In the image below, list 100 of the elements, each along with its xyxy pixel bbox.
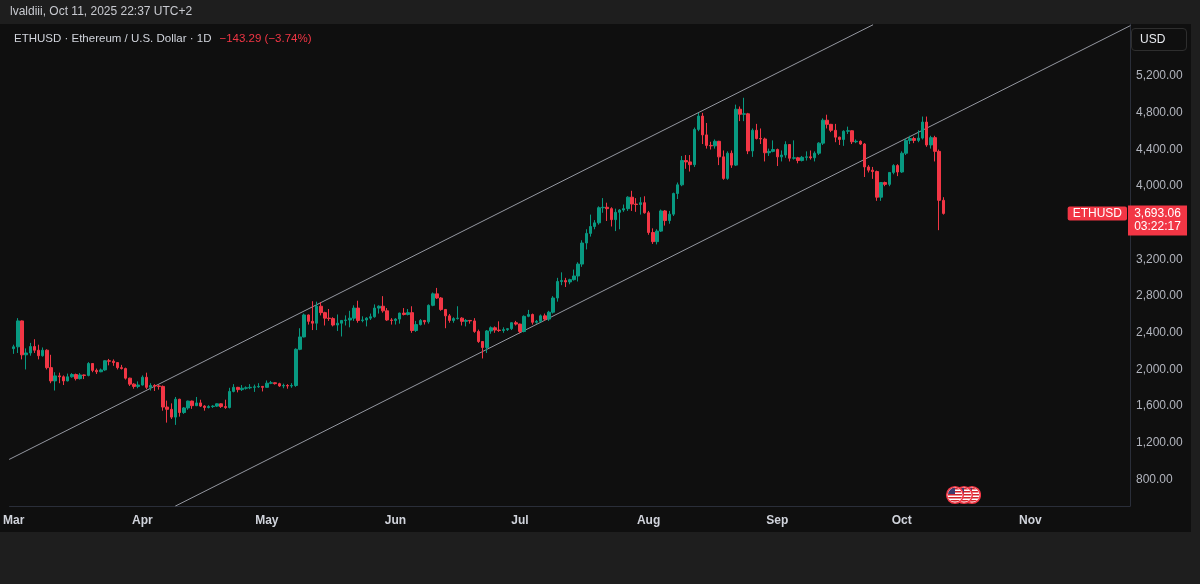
- candlestick: [219, 402, 223, 409]
- candlestick: [734, 104, 738, 167]
- candlestick: [464, 318, 468, 327]
- candlestick: [20, 319, 24, 360]
- candlestick: [497, 320, 501, 333]
- candlestick: [153, 383, 157, 392]
- candlestick: [912, 136, 916, 144]
- candlestick: [742, 97, 746, 122]
- candlestick: [684, 154, 688, 170]
- x-tick-label: May: [255, 513, 279, 527]
- candlestick: [265, 379, 269, 389]
- candlestick: [132, 382, 136, 390]
- candlestick: [854, 138, 858, 144]
- y-tick-label: 1,200.00: [1136, 434, 1184, 449]
- candlestick: [269, 380, 273, 385]
- candlestick: [448, 313, 451, 324]
- candlestick: [630, 190, 634, 212]
- candlestick: [58, 372, 61, 384]
- candlestick: [215, 402, 219, 408]
- text: 3,693.06: [1134, 206, 1182, 221]
- candlestick: [414, 320, 418, 333]
- y-tick-label: 2,000.00: [1136, 361, 1184, 376]
- candlestick: [406, 308, 410, 316]
- candlestick: [41, 346, 44, 358]
- candlestick: [713, 138, 717, 150]
- candlestick: [539, 313, 542, 323]
- y-tick-label: 2,400.00: [1136, 324, 1184, 339]
- x-tick-label: Sep: [766, 513, 789, 527]
- candlestick: [423, 319, 426, 326]
- candlestick: [485, 329, 489, 354]
- candlestick: [626, 195, 630, 212]
- candlestick: [771, 139, 775, 153]
- text: lvaldiii, Oct 11, 2025 22:37 UTC+2: [10, 3, 193, 19]
- candlestick: [178, 398, 181, 418]
- candlestick: [929, 135, 933, 150]
- candlestick: [149, 382, 152, 392]
- candlestick: [203, 404, 206, 412]
- candlestick: [921, 116, 924, 140]
- candlestick: [257, 382, 260, 389]
- y-tick-label: 3,200.00: [1136, 251, 1184, 266]
- candlestick: [510, 321, 513, 331]
- candlestick: [726, 150, 729, 181]
- candlestick: [825, 114, 829, 129]
- candlestick: [103, 359, 107, 372]
- candlestick: [788, 143, 791, 162]
- x-tick-label: Mar: [3, 513, 25, 527]
- candlestick: [145, 372, 148, 390]
- x-tick-label: Jun: [384, 513, 407, 527]
- candlestick: [174, 396, 177, 426]
- candlestick: [311, 300, 314, 331]
- candlestick: [792, 139, 796, 161]
- text: ETHUSD · Ethereum / U.S. Dollar · 1D: [14, 32, 212, 44]
- candlestick: [78, 372, 82, 381]
- candlestick: [564, 277, 567, 288]
- text: −143.29 (−3.74%): [219, 32, 312, 44]
- candlestick: [402, 307, 406, 316]
- candlestick: [16, 317, 20, 354]
- candlestick: [518, 323, 522, 334]
- candlestick: [282, 383, 285, 389]
- candlestick: [398, 312, 401, 325]
- candlestick: [286, 383, 289, 390]
- candlestick: [248, 383, 252, 390]
- candlestick: [639, 196, 642, 216]
- x-tick-label: Aug: [636, 513, 661, 527]
- candlestick: [746, 112, 750, 155]
- candlestick: [850, 129, 854, 145]
- candlestick: [74, 373, 78, 381]
- y-tick-label: 4,000.00: [1136, 178, 1184, 193]
- candlestick: [195, 396, 198, 407]
- candlestick: [186, 400, 190, 411]
- y-tick-label: 1,600.00: [1136, 398, 1184, 413]
- y-tick-label: 2,800.00: [1136, 288, 1184, 303]
- candlestick: [244, 385, 248, 391]
- candlestick: [240, 384, 244, 392]
- y-axis-title: USD: [1131, 28, 1187, 51]
- candlestick: [896, 163, 899, 177]
- candlestick: [70, 372, 74, 379]
- candlestick: [228, 387, 231, 409]
- candlestick: [883, 181, 887, 187]
- candlestick: [236, 386, 240, 393]
- candlestick: [107, 358, 111, 366]
- candlestick: [863, 142, 866, 178]
- y-tick-label: 4,400.00: [1136, 141, 1184, 156]
- candlestick: [460, 316, 464, 326]
- candlestick: [809, 149, 812, 161]
- candlestick: [199, 399, 202, 408]
- x-tick-label: Apr: [131, 513, 153, 527]
- candlestick: [614, 208, 617, 232]
- candlestick: [738, 105, 742, 122]
- candlestick: [24, 347, 28, 370]
- candlestick: [543, 313, 547, 322]
- candlestick: [751, 127, 754, 158]
- candlestick: [116, 361, 119, 370]
- candlestick: [776, 148, 779, 167]
- candlestick: [336, 313, 339, 332]
- candlestick: [618, 208, 621, 230]
- candlestick: [522, 314, 526, 333]
- candlestick: [925, 116, 928, 148]
- candlestick: [493, 325, 497, 334]
- candlestick: [87, 361, 90, 377]
